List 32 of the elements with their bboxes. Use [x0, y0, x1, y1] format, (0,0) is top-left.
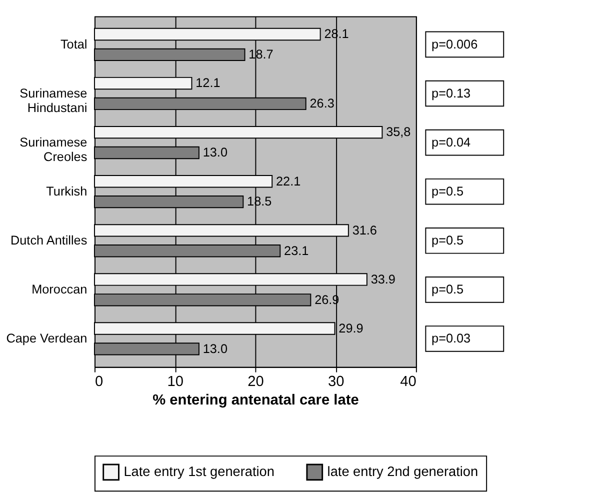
legend-label: Late entry 1st generation	[124, 464, 274, 480]
y-tick-label: Surinamese Creoles	[20, 135, 88, 164]
x-tick-label: 30	[328, 374, 344, 390]
x-tick-label: 10	[167, 374, 184, 390]
x-tick-label: 40	[400, 374, 416, 390]
text: p=0.5	[432, 234, 464, 248]
x-tick-label: 20	[248, 374, 264, 390]
data-label: 29.9	[338, 321, 364, 336]
data-label: 31.6	[352, 223, 377, 238]
data-label: 26.3	[310, 96, 334, 111]
y-tick-label: Total	[60, 37, 88, 52]
y-tick-label: Surinamese Hindustani	[20, 86, 88, 116]
data-label: 22.1	[276, 174, 301, 188]
data-label: 33.9	[370, 272, 396, 286]
text: p=0.5	[432, 184, 464, 198]
text: p=0.03	[432, 332, 471, 346]
y-tick-label: Cape Verdean	[6, 332, 88, 346]
text: p=0.13	[432, 86, 471, 100]
data-label: 35,8	[386, 125, 411, 140]
y-tick-label: Dutch Antilles	[10, 234, 88, 248]
y-tick-label: Turkish	[46, 184, 88, 198]
data-label: 23.1	[284, 244, 309, 258]
x-axis-title: % entering antenatal care late	[152, 392, 359, 408]
data-label: 12.1	[196, 76, 220, 90]
legend-label: late entry 2nd generation	[327, 464, 478, 480]
y-tick-label: Moroccan	[32, 282, 88, 297]
data-label: 13.0	[202, 146, 228, 160]
data-label: 13.0	[202, 342, 228, 356]
text: p=0.006	[432, 37, 478, 52]
text: p=0.5	[432, 282, 464, 297]
x-tick-label: 0	[94, 374, 104, 390]
text: p=0.04	[432, 135, 471, 150]
